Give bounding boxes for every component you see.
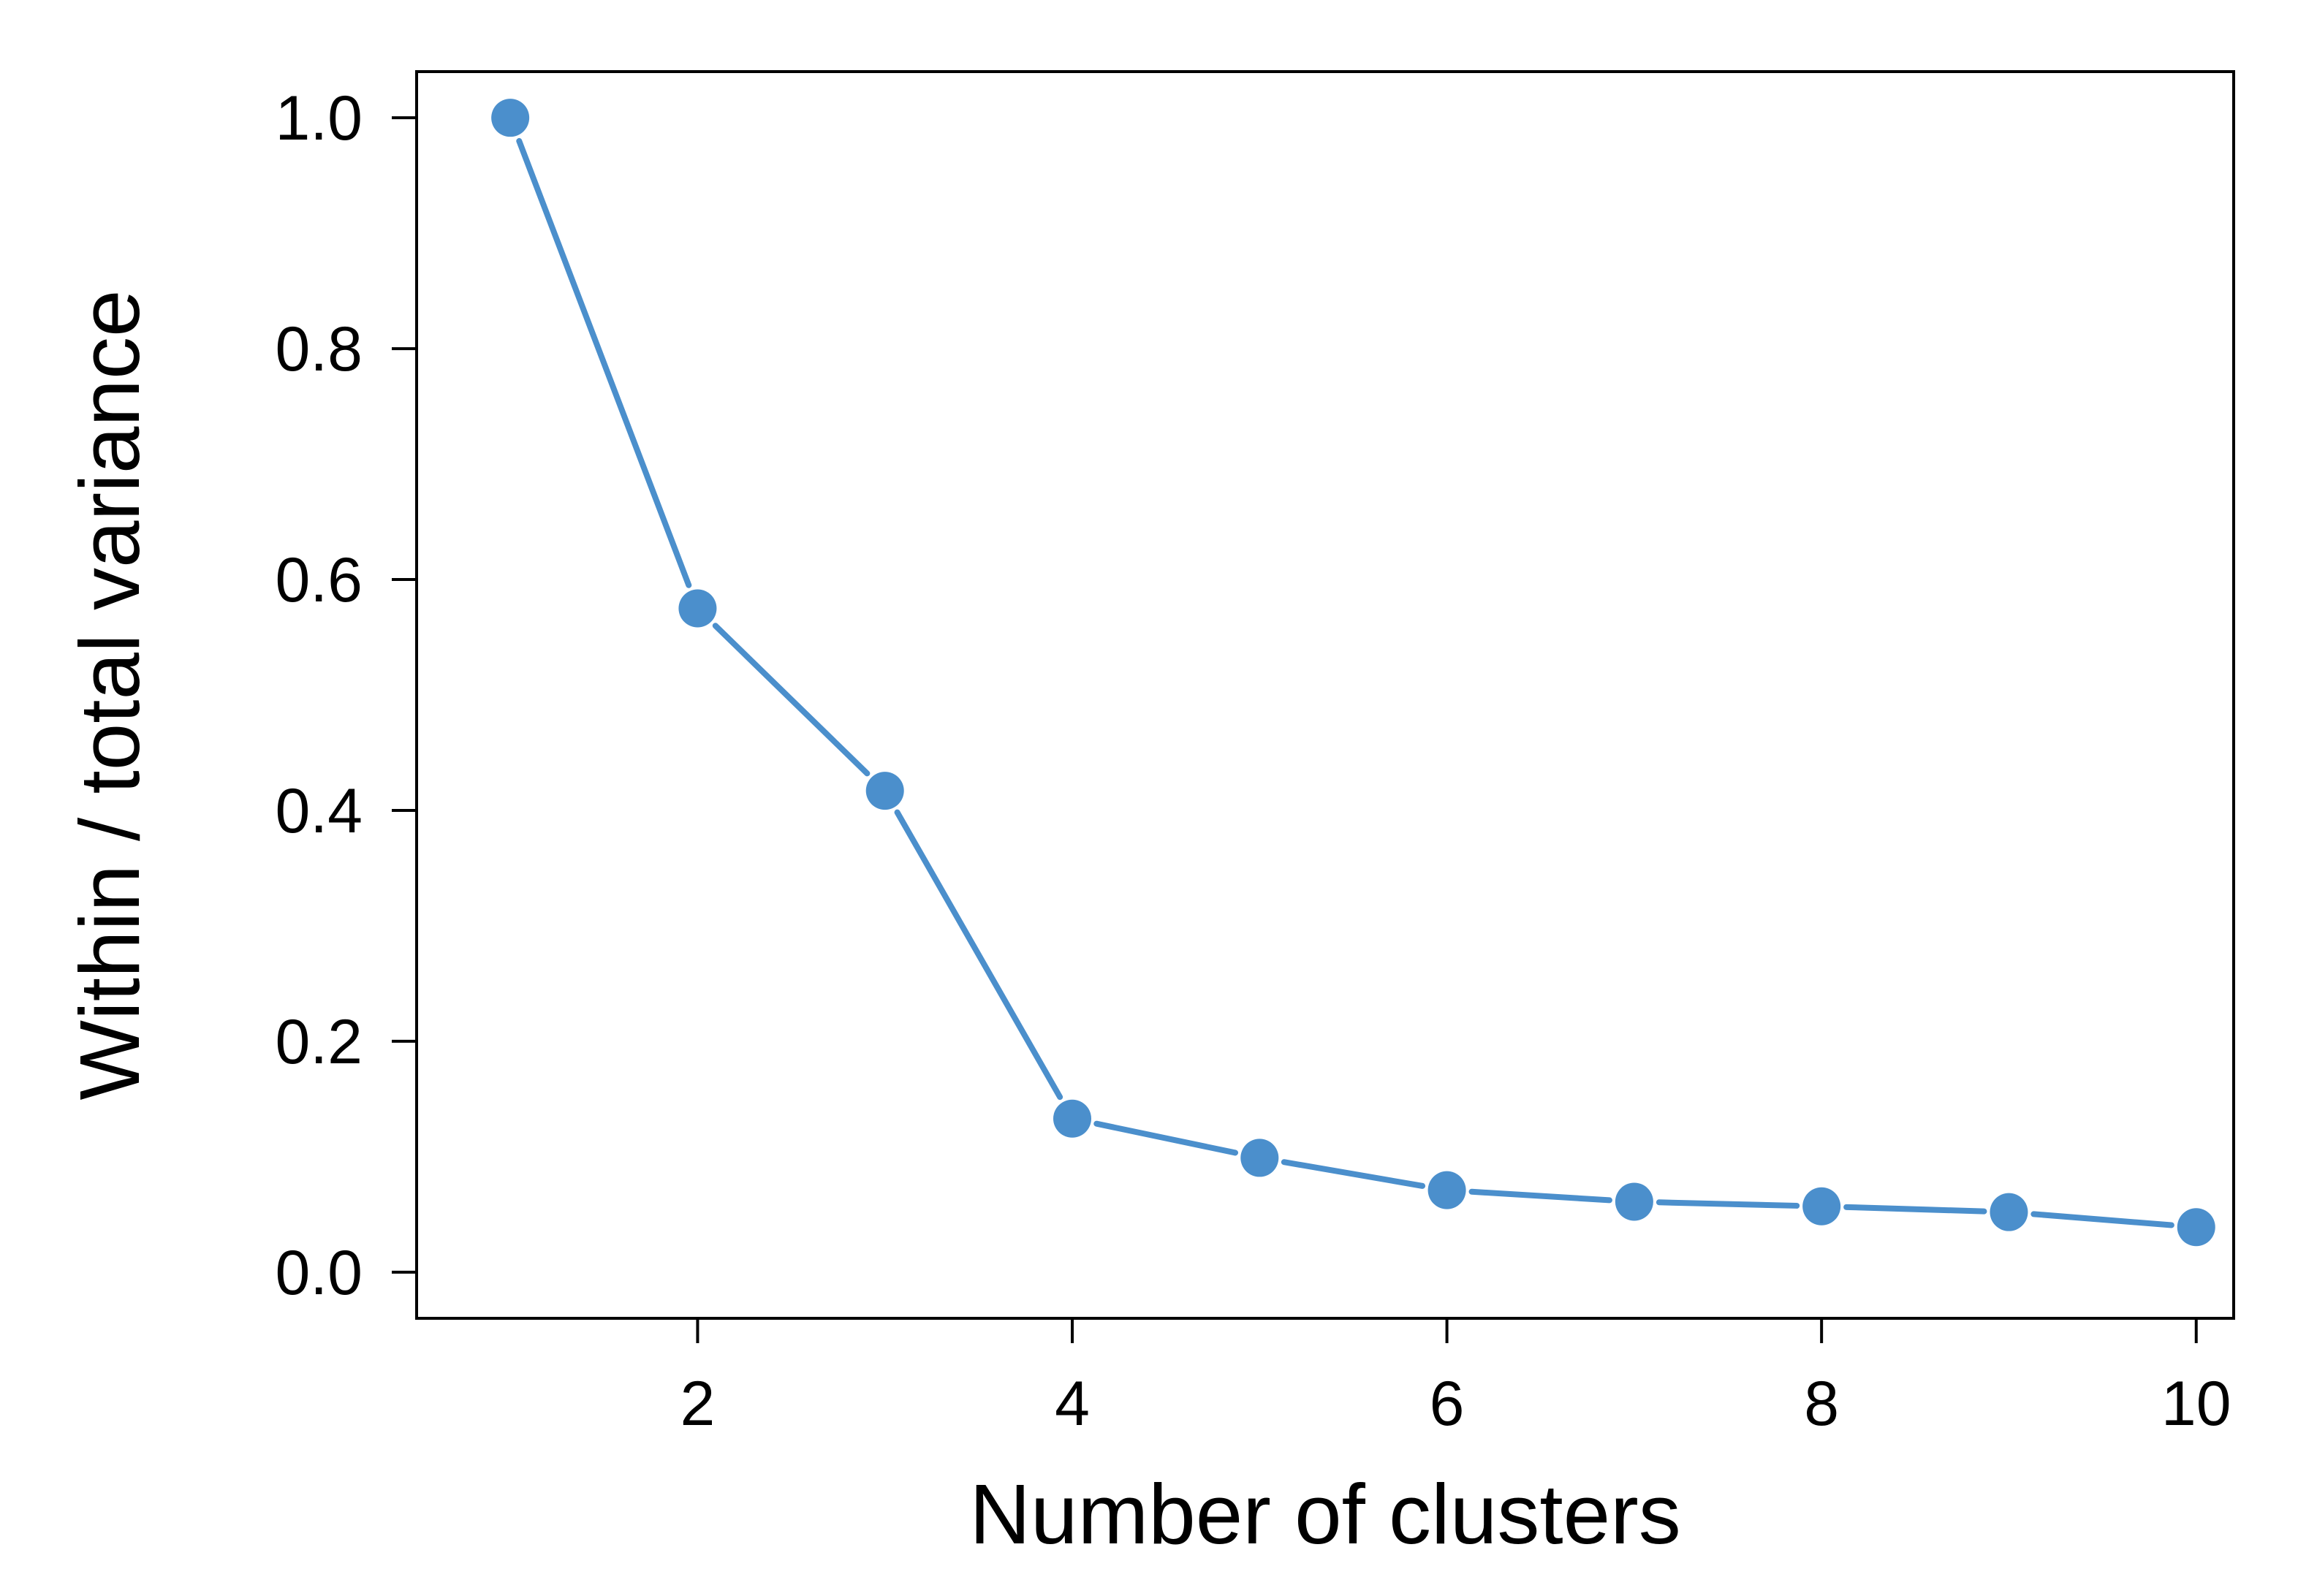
series-line-segment	[2030, 1211, 2174, 1228]
y-tick-label: 0.2	[275, 1007, 363, 1077]
data-point	[1427, 1171, 1466, 1209]
data-point	[1053, 1099, 1092, 1138]
x-axis: 2 4 6 8 10	[680, 1318, 2231, 1439]
y-tick-label: 0.6	[275, 545, 363, 615]
series-line-segment	[1843, 1204, 1987, 1215]
y-tick-label: 0.4	[275, 776, 363, 846]
y-axis: 0.0 0.2 0.4 0.6 0.8 1.0	[275, 83, 417, 1308]
data-point	[491, 99, 530, 137]
y-axis-title: Within / total variance	[62, 290, 157, 1101]
series-line-segment	[516, 137, 692, 588]
y-tick-label: 1.0	[275, 83, 363, 153]
data-point	[1615, 1182, 1653, 1221]
series-line-segment	[1656, 1199, 1800, 1209]
x-tick-label: 4	[1055, 1369, 1090, 1439]
series-line-segment	[894, 809, 1063, 1101]
series-layer	[491, 99, 2215, 1247]
x-tick-label: 8	[1804, 1369, 1839, 1439]
series-line-segment	[1093, 1120, 1239, 1156]
y-tick-label: 0.0	[275, 1238, 363, 1308]
x-tick-label: 6	[1430, 1369, 1465, 1439]
x-tick-label: 2	[680, 1369, 716, 1439]
data-point	[678, 589, 717, 628]
series-line-segment	[712, 623, 871, 777]
data-point	[1240, 1139, 1279, 1177]
x-axis-title: Number of clusters	[969, 1467, 1680, 1562]
series-line-segment	[1281, 1159, 1426, 1189]
y-tick-label: 0.8	[275, 314, 363, 384]
plot-frame	[415, 70, 2235, 1320]
x-tick-label: 10	[2161, 1369, 2231, 1439]
series-line-segment	[1468, 1188, 1612, 1204]
data-point	[1802, 1187, 1841, 1226]
data-point	[865, 772, 904, 810]
data-point	[2177, 1208, 2215, 1247]
data-point	[1990, 1193, 2028, 1231]
